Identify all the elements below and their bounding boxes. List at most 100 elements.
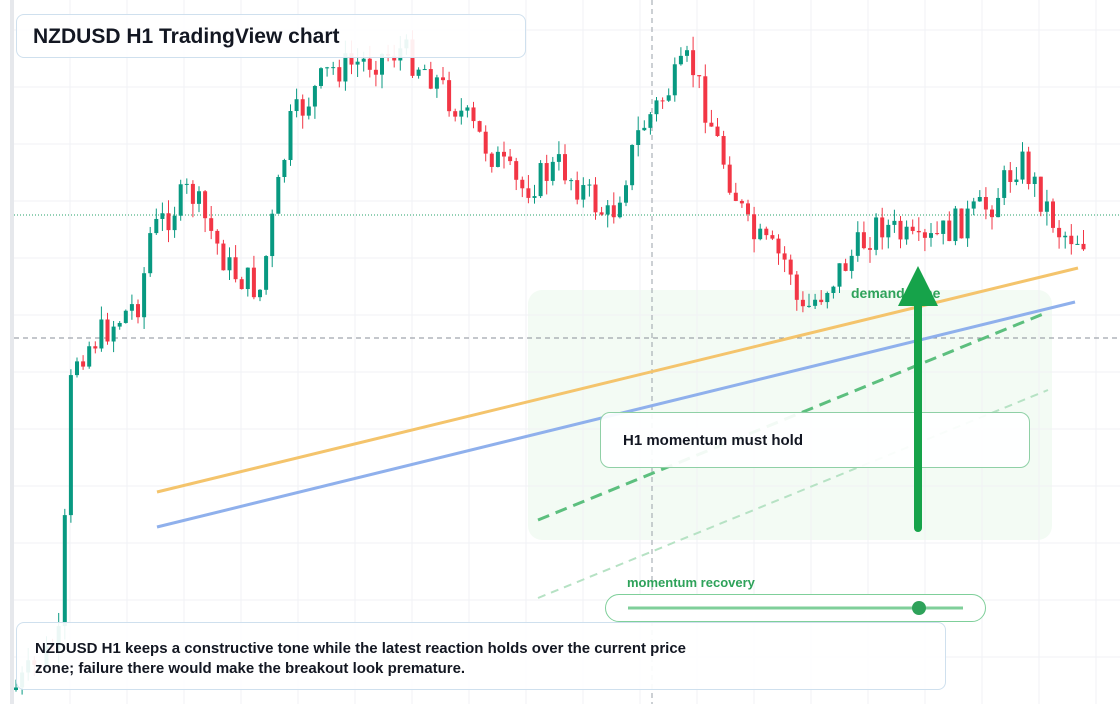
- slider-label: momentum recovery: [627, 575, 755, 590]
- candle-body: [1044, 201, 1049, 212]
- candle-body: [1057, 227, 1062, 238]
- candle-body: [727, 164, 732, 193]
- candle-body: [270, 213, 275, 257]
- candle-body: [129, 304, 134, 311]
- candle-body: [983, 197, 988, 210]
- candle-body: [630, 144, 635, 186]
- candle-body: [441, 77, 445, 81]
- candle-body: [709, 122, 714, 127]
- candle-body: [617, 202, 622, 218]
- candle-body: [666, 95, 671, 101]
- candle-body: [575, 180, 580, 200]
- candle-body: [1063, 235, 1068, 238]
- candle-body: [154, 218, 159, 234]
- candle-body: [563, 154, 567, 181]
- candle-body: [489, 153, 494, 167]
- candle-body: [294, 99, 299, 112]
- candle-body: [343, 53, 348, 82]
- candle-body: [855, 232, 860, 256]
- candle-body: [605, 205, 610, 215]
- candle-body: [807, 305, 811, 307]
- candle-body: [929, 233, 933, 238]
- candle-body: [300, 99, 305, 116]
- slider-track: [628, 601, 963, 615]
- candle-body: [831, 286, 836, 293]
- candle-body: [264, 256, 269, 290]
- candle-body: [233, 257, 238, 280]
- candle-body: [849, 255, 854, 271]
- candle-body: [361, 58, 366, 62]
- candle-body: [526, 188, 531, 198]
- candle-body: [752, 214, 757, 240]
- candle-body: [746, 203, 750, 215]
- candle-body: [117, 322, 122, 327]
- candle-body: [166, 213, 171, 231]
- candle-body: [703, 76, 708, 123]
- candle-body: [148, 233, 153, 274]
- candle-body: [739, 200, 744, 204]
- candle-body: [825, 292, 830, 303]
- candle-body: [916, 230, 921, 233]
- candle-body: [123, 310, 128, 323]
- candle-body: [258, 289, 262, 298]
- candle-body: [325, 67, 330, 69]
- candle-body: [685, 50, 689, 56]
- candle-body: [874, 217, 879, 250]
- candle-body: [319, 68, 323, 86]
- candle-body: [331, 67, 336, 69]
- candle-body: [288, 111, 293, 161]
- candle-body: [87, 346, 92, 367]
- candle-body: [648, 114, 653, 128]
- candle-body: [1020, 151, 1025, 180]
- slider[interactable]: [605, 594, 986, 622]
- candle-body: [898, 220, 903, 240]
- candle-body: [215, 230, 220, 244]
- candle-body: [996, 197, 1001, 218]
- candle-body: [508, 156, 513, 162]
- candle-body: [843, 263, 848, 271]
- candle-body: [922, 232, 927, 238]
- candle-body: [197, 191, 201, 204]
- candle-body: [636, 130, 641, 145]
- candle-body: [953, 208, 958, 242]
- candle-body: [160, 213, 165, 219]
- candle-body: [819, 299, 824, 303]
- zone-label: demand zone: [851, 285, 941, 301]
- candle-body: [276, 176, 281, 214]
- candle-body: [532, 196, 537, 198]
- candle-body: [105, 319, 110, 342]
- candle-body: [99, 319, 104, 349]
- candle-body: [251, 267, 256, 298]
- candle-body: [136, 304, 140, 318]
- candle-body: [624, 185, 628, 203]
- candle-body: [459, 110, 464, 117]
- left-edge: [10, 0, 14, 704]
- candle-body: [306, 106, 311, 116]
- candle-body: [611, 205, 616, 218]
- candle-body: [380, 53, 384, 75]
- candle-body: [794, 274, 799, 300]
- candle-body: [367, 58, 372, 70]
- candle-body: [465, 107, 470, 111]
- candle-body: [538, 163, 543, 197]
- candle-body: [642, 127, 647, 131]
- candle-body: [581, 185, 586, 200]
- candle-body: [447, 80, 452, 112]
- candle-body: [977, 197, 982, 202]
- candle-body: [715, 126, 720, 137]
- candle-body: [1069, 235, 1074, 245]
- candle-body: [660, 100, 665, 102]
- candle-body: [550, 161, 555, 181]
- candle-body: [221, 243, 226, 271]
- candle-body: [227, 257, 232, 271]
- candle-body: [14, 687, 18, 690]
- caption-box: NZDUSD H1 keeps a constructive tone whil…: [16, 622, 946, 690]
- candle-body: [544, 163, 549, 181]
- candle-body: [758, 228, 763, 240]
- candle-body: [721, 136, 726, 165]
- candle-body: [1032, 176, 1037, 185]
- candle-body: [355, 61, 360, 65]
- candle-body: [813, 299, 818, 306]
- candle-body: [75, 361, 79, 376]
- slider-knob[interactable]: [912, 601, 926, 615]
